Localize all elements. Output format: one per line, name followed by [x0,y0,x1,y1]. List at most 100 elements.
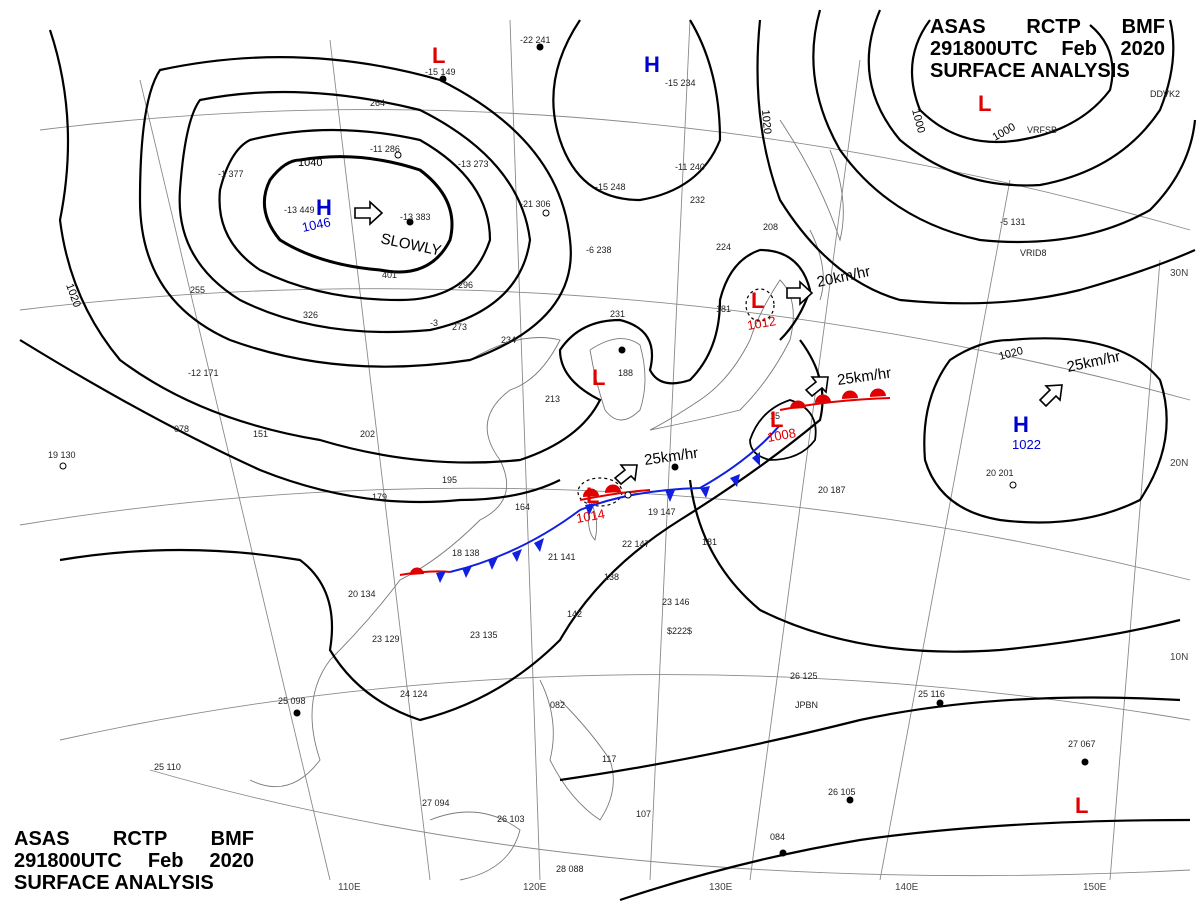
header-code-asas: ASAS [930,16,986,38]
station-plot-text: 25 110 [154,762,181,772]
isobar [552,19,722,202]
motion-arrow [804,376,829,398]
station-plot-text: 22 147 [622,539,650,549]
longitude-label: 140E [895,882,919,893]
header-code-bmf: BMF [210,828,254,850]
station-plot-text: 208 [763,222,778,232]
station-plot-text: 117 [602,754,616,764]
isobar [923,337,1168,524]
isobar [619,818,1191,902]
station-markers [59,43,1089,857]
low-center-letter: L [586,483,599,508]
station-plot-text: 188 [618,368,633,378]
station-plot-text: -15 248 [595,182,626,192]
station-circle [618,346,626,354]
low-center-letter: L [592,365,605,390]
isobar [19,339,561,504]
cold-front-triangles [436,452,760,583]
isobar [867,9,1175,187]
parallel-line [149,769,1191,877]
low-pressure-value: 1012 [746,313,777,333]
coast-kamchatka [779,119,844,242]
station-plot-text: 084 [770,832,785,842]
parallel-line [19,487,1191,581]
coast-asia [249,337,561,788]
low-center-letter: L [432,43,445,68]
header-time: 291800UTC [930,38,1038,60]
header-code-bmf: BMF [1121,16,1165,38]
meridian-line [879,179,1011,881]
station-plot-text: 138 [604,572,619,582]
station-plot-text: VRFSB [1027,125,1057,135]
high-pressure-value: 1046 [301,214,332,235]
latitude-label: 20N [1170,458,1188,469]
station-plot-text: 26 103 [497,814,525,824]
motion-arrow [354,200,384,226]
station-plot-text: 264 [370,98,385,108]
motion-arrow [1038,384,1063,408]
chart-header-bottom: ASAS RCTP BMF 291800UTC Feb 2020 SURFACE… [14,828,254,894]
header-code-asas: ASAS [14,828,70,850]
station-plot-text: 23 129 [372,634,400,644]
header-code-rctp: RCTP [1026,16,1081,38]
warm-front-line [579,489,651,501]
meridian-line [509,19,541,881]
station-plot-text: 195 [442,475,457,485]
isobar [910,19,1114,144]
station-plot-text: 20 187 [818,485,846,495]
station-plot-text: 24 124 [400,689,428,699]
station-plot-text: 18 138 [452,548,480,558]
isobar-label: 1020 [759,109,773,134]
meridian-line [329,39,431,881]
station-plot-text: 26 125 [790,671,818,681]
header-code-rctp: RCTP [112,828,168,850]
station-plot-text: 142 [567,609,582,619]
station-plot-text: -11 286 [370,144,400,154]
header-line-2: 291800UTC Feb 2020 [14,850,254,872]
longitude-label: 130E [709,882,733,893]
station-plot-text: -6 238 [586,245,612,255]
station-circle [1081,758,1089,766]
chart-header-top: ASAS RCTP BMF 291800UTC Feb 2020 SURFACE… [930,16,1165,82]
grid-labels: 30N 20N 10N 110E 120E 130E 140E 150E [338,268,1188,893]
station-plot-text: 25 098 [278,696,306,706]
station-plot-text: JPBN [795,700,818,710]
station-plot-text: -21 306 [520,199,551,209]
station-plot-text: 202 [360,429,375,439]
low-pressure-value: 1008 [766,425,797,445]
isobar [756,19,1196,305]
isobar [688,479,1181,653]
station-plot-text: 19 130 [48,450,76,460]
station-circle [846,796,854,804]
station-plot-text: 234 [501,335,516,345]
station-plot-text: 20 201 [986,468,1014,478]
station-plot-text: 25 116 [918,689,945,699]
low-center-letter: L [770,407,783,432]
station-plot-text: 26 105 [828,787,856,797]
high-center-letter: H [316,195,332,220]
longitude-label: 120E [523,882,547,893]
isobar [262,155,454,274]
station-plot-text: -5 131 [1000,217,1026,227]
latitude-label: 10N [1170,652,1188,663]
station-plot-text: -13 273 [458,159,489,169]
station-plot-text: -15 234 [665,78,696,88]
isobar-label: 1040 [298,157,322,169]
longitude-label: 150E [1083,882,1107,893]
header-year: 2020 [209,850,255,872]
meridian-line [1109,259,1161,881]
graticule [19,19,1191,881]
meridian-line [649,19,691,881]
station-circle [624,491,632,499]
station-circle [406,218,414,226]
warm-front-line [399,570,451,576]
station-plot-text: 107 [636,809,651,819]
station-plot-text: 401 [382,270,397,280]
station-circle [439,75,447,83]
station-plot-text: -12 171 [188,368,219,378]
isobar [138,56,572,368]
station-plot-text: 181 [716,304,731,314]
high-pressure-value: 1022 [1012,437,1041,452]
station-circle [671,463,679,471]
